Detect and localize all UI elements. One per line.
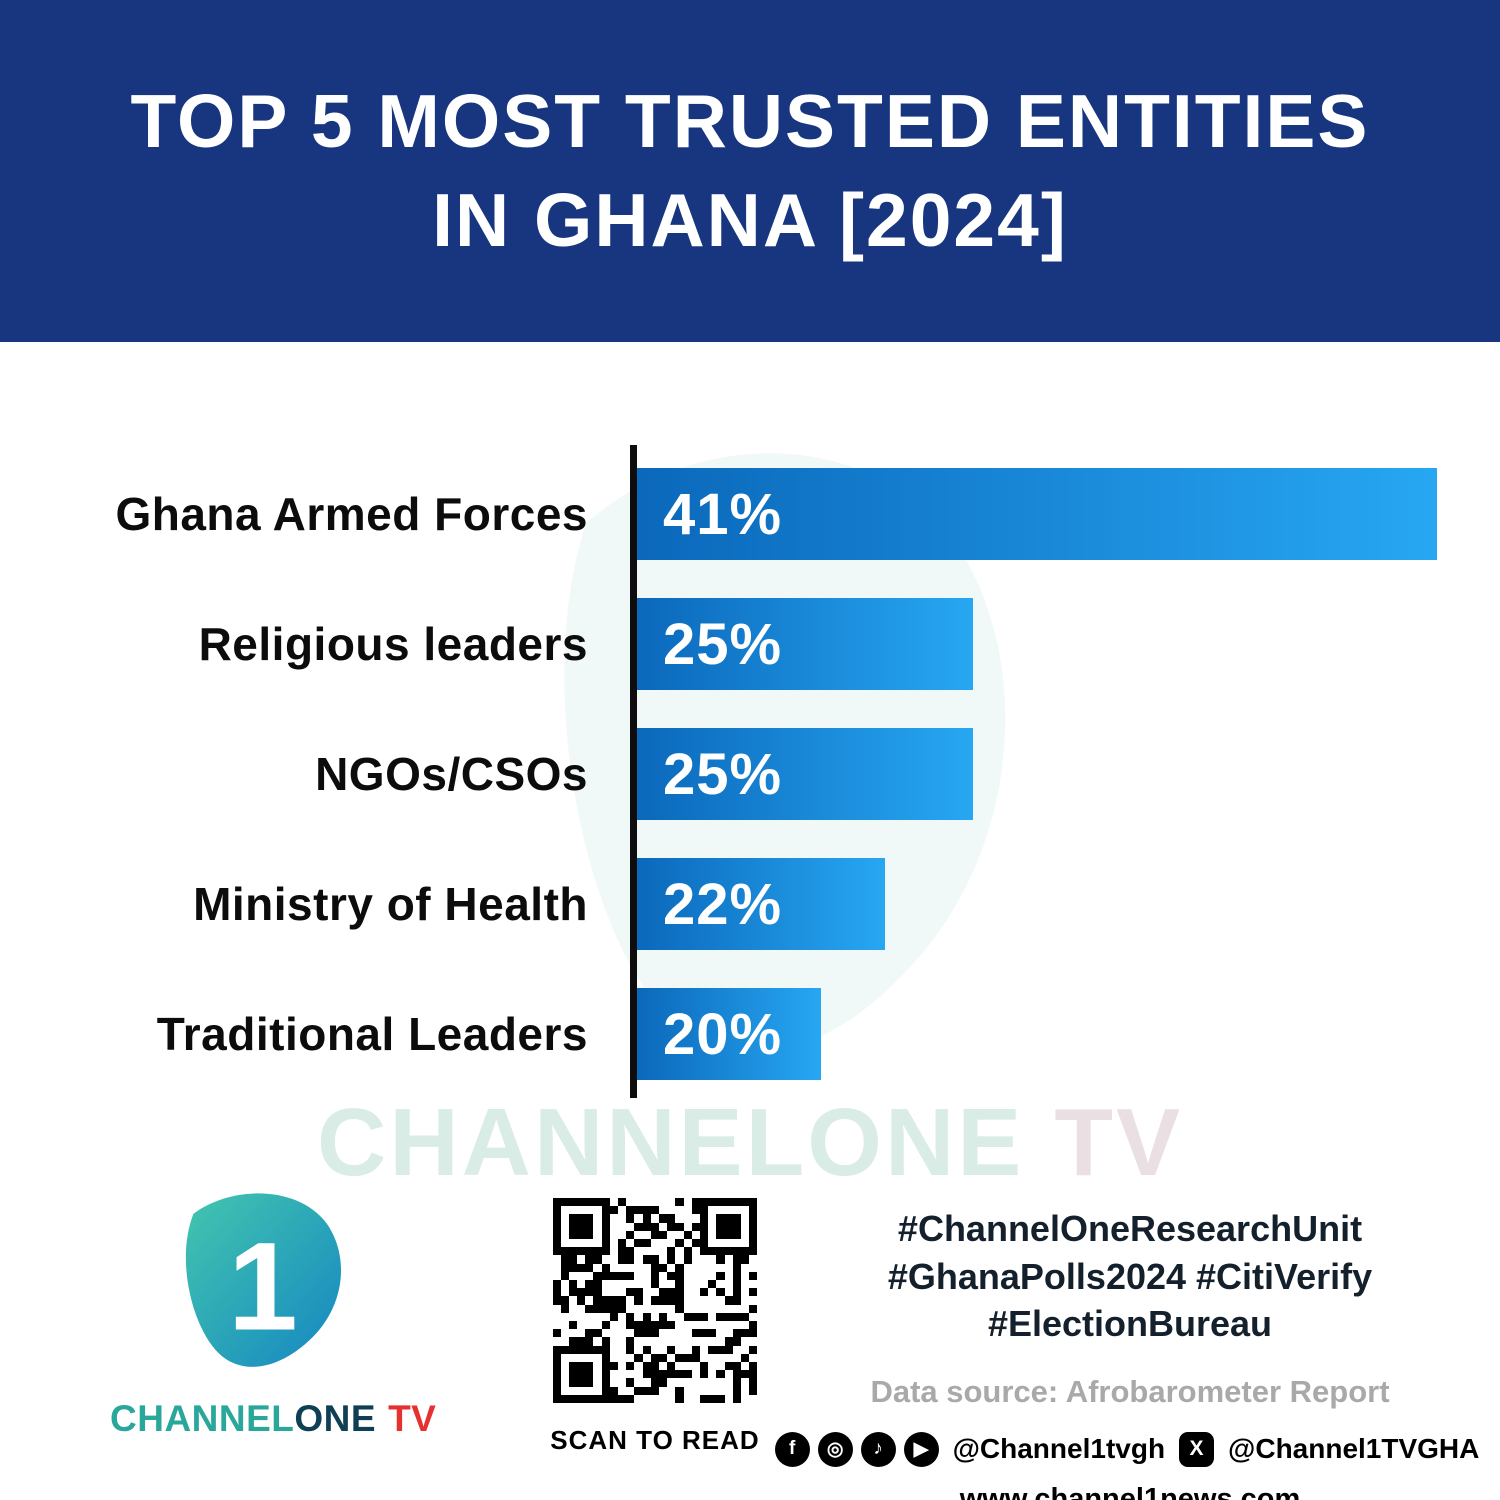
- x-handle: @Channel1TVGHA: [1228, 1433, 1480, 1465]
- hashtag-line-1: #ChannelOneResearchUnit: [897, 1208, 1363, 1249]
- bar-value-label: 20%: [663, 1001, 783, 1067]
- bar-row: Ghana Armed Forces 41%: [0, 468, 1500, 560]
- bar-value-label: 41%: [663, 481, 783, 547]
- qr-caption: SCAN TO READ: [550, 1425, 760, 1455]
- page-title-line2: IN GHANA [2024]: [432, 178, 1068, 262]
- bar-chart: Ghana Armed Forces 41% Religious leaders…: [0, 445, 1500, 1118]
- bar-value-label: 25%: [663, 741, 783, 807]
- tiktok-icon: ♪: [860, 1431, 896, 1467]
- social-row: f ◎ ♪ ▶ @Channel1tvgh X @Channel1TVGHA: [774, 1431, 1479, 1467]
- bar: 22%: [637, 858, 885, 950]
- header-banner: TOP 5 MOST TRUSTED ENTITIES IN GHANA [20…: [0, 0, 1500, 342]
- x-icon: X: [1179, 1431, 1215, 1467]
- bar-row: NGOs/CSOs 25%: [0, 728, 1500, 820]
- youtube-icon: ▶: [903, 1431, 939, 1467]
- bar: 20%: [637, 988, 821, 1080]
- logo-wordmark: CHANNELONE TV: [110, 1398, 436, 1440]
- hashtag-line-2: #GhanaPolls2024 #CitiVerify: [887, 1255, 1373, 1297]
- bar-value-label: 22%: [663, 871, 783, 937]
- bar-row: Religious leaders 25%: [0, 598, 1500, 690]
- bar-row: Ministry of Health 22%: [0, 858, 1500, 950]
- category-label: NGOs/CSOs: [315, 748, 588, 800]
- logo-numeral: 1: [228, 1216, 298, 1357]
- bar: 25%: [637, 728, 973, 820]
- category-label: Religious leaders: [198, 618, 588, 670]
- bar: 41%: [637, 468, 1437, 560]
- website-url: www.channel1news.com: [959, 1482, 1301, 1500]
- footer-info: #ChannelOneResearchUnit #GhanaPolls2024 …: [774, 1205, 1479, 1500]
- bar-value-label: 25%: [663, 611, 783, 677]
- channel-one-logo: 1 CHANNELONE TV: [110, 1185, 436, 1440]
- logo-word-channel: CHANNEL: [110, 1398, 295, 1439]
- instagram-icon: ◎: [817, 1431, 853, 1467]
- bar-row: Traditional Leaders 20%: [0, 988, 1500, 1080]
- logo-word-tv: TV: [388, 1398, 437, 1439]
- data-source: Data source: Afrobarometer Report: [870, 1373, 1390, 1409]
- hashtag-line-3: #ElectionBureau: [987, 1303, 1273, 1345]
- bar: 25%: [637, 598, 973, 690]
- axis-line: [630, 445, 637, 1098]
- facebook-icon: f: [774, 1431, 810, 1467]
- category-label: Traditional Leaders: [156, 1008, 588, 1060]
- page-title-line1: TOP 5 MOST TRUSTED ENTITIES: [130, 79, 1370, 163]
- social-handle: @Channel1tvgh: [952, 1433, 1166, 1465]
- logo-word-one: ONE: [294, 1398, 377, 1439]
- category-label: Ghana Armed Forces: [115, 488, 588, 540]
- channel-one-logo-icon: 1: [185, 1193, 342, 1367]
- qr-block: SCAN TO READ: [530, 1198, 780, 1456]
- qr-code: [552, 1198, 758, 1403]
- category-label: Ministry of Health: [193, 878, 588, 930]
